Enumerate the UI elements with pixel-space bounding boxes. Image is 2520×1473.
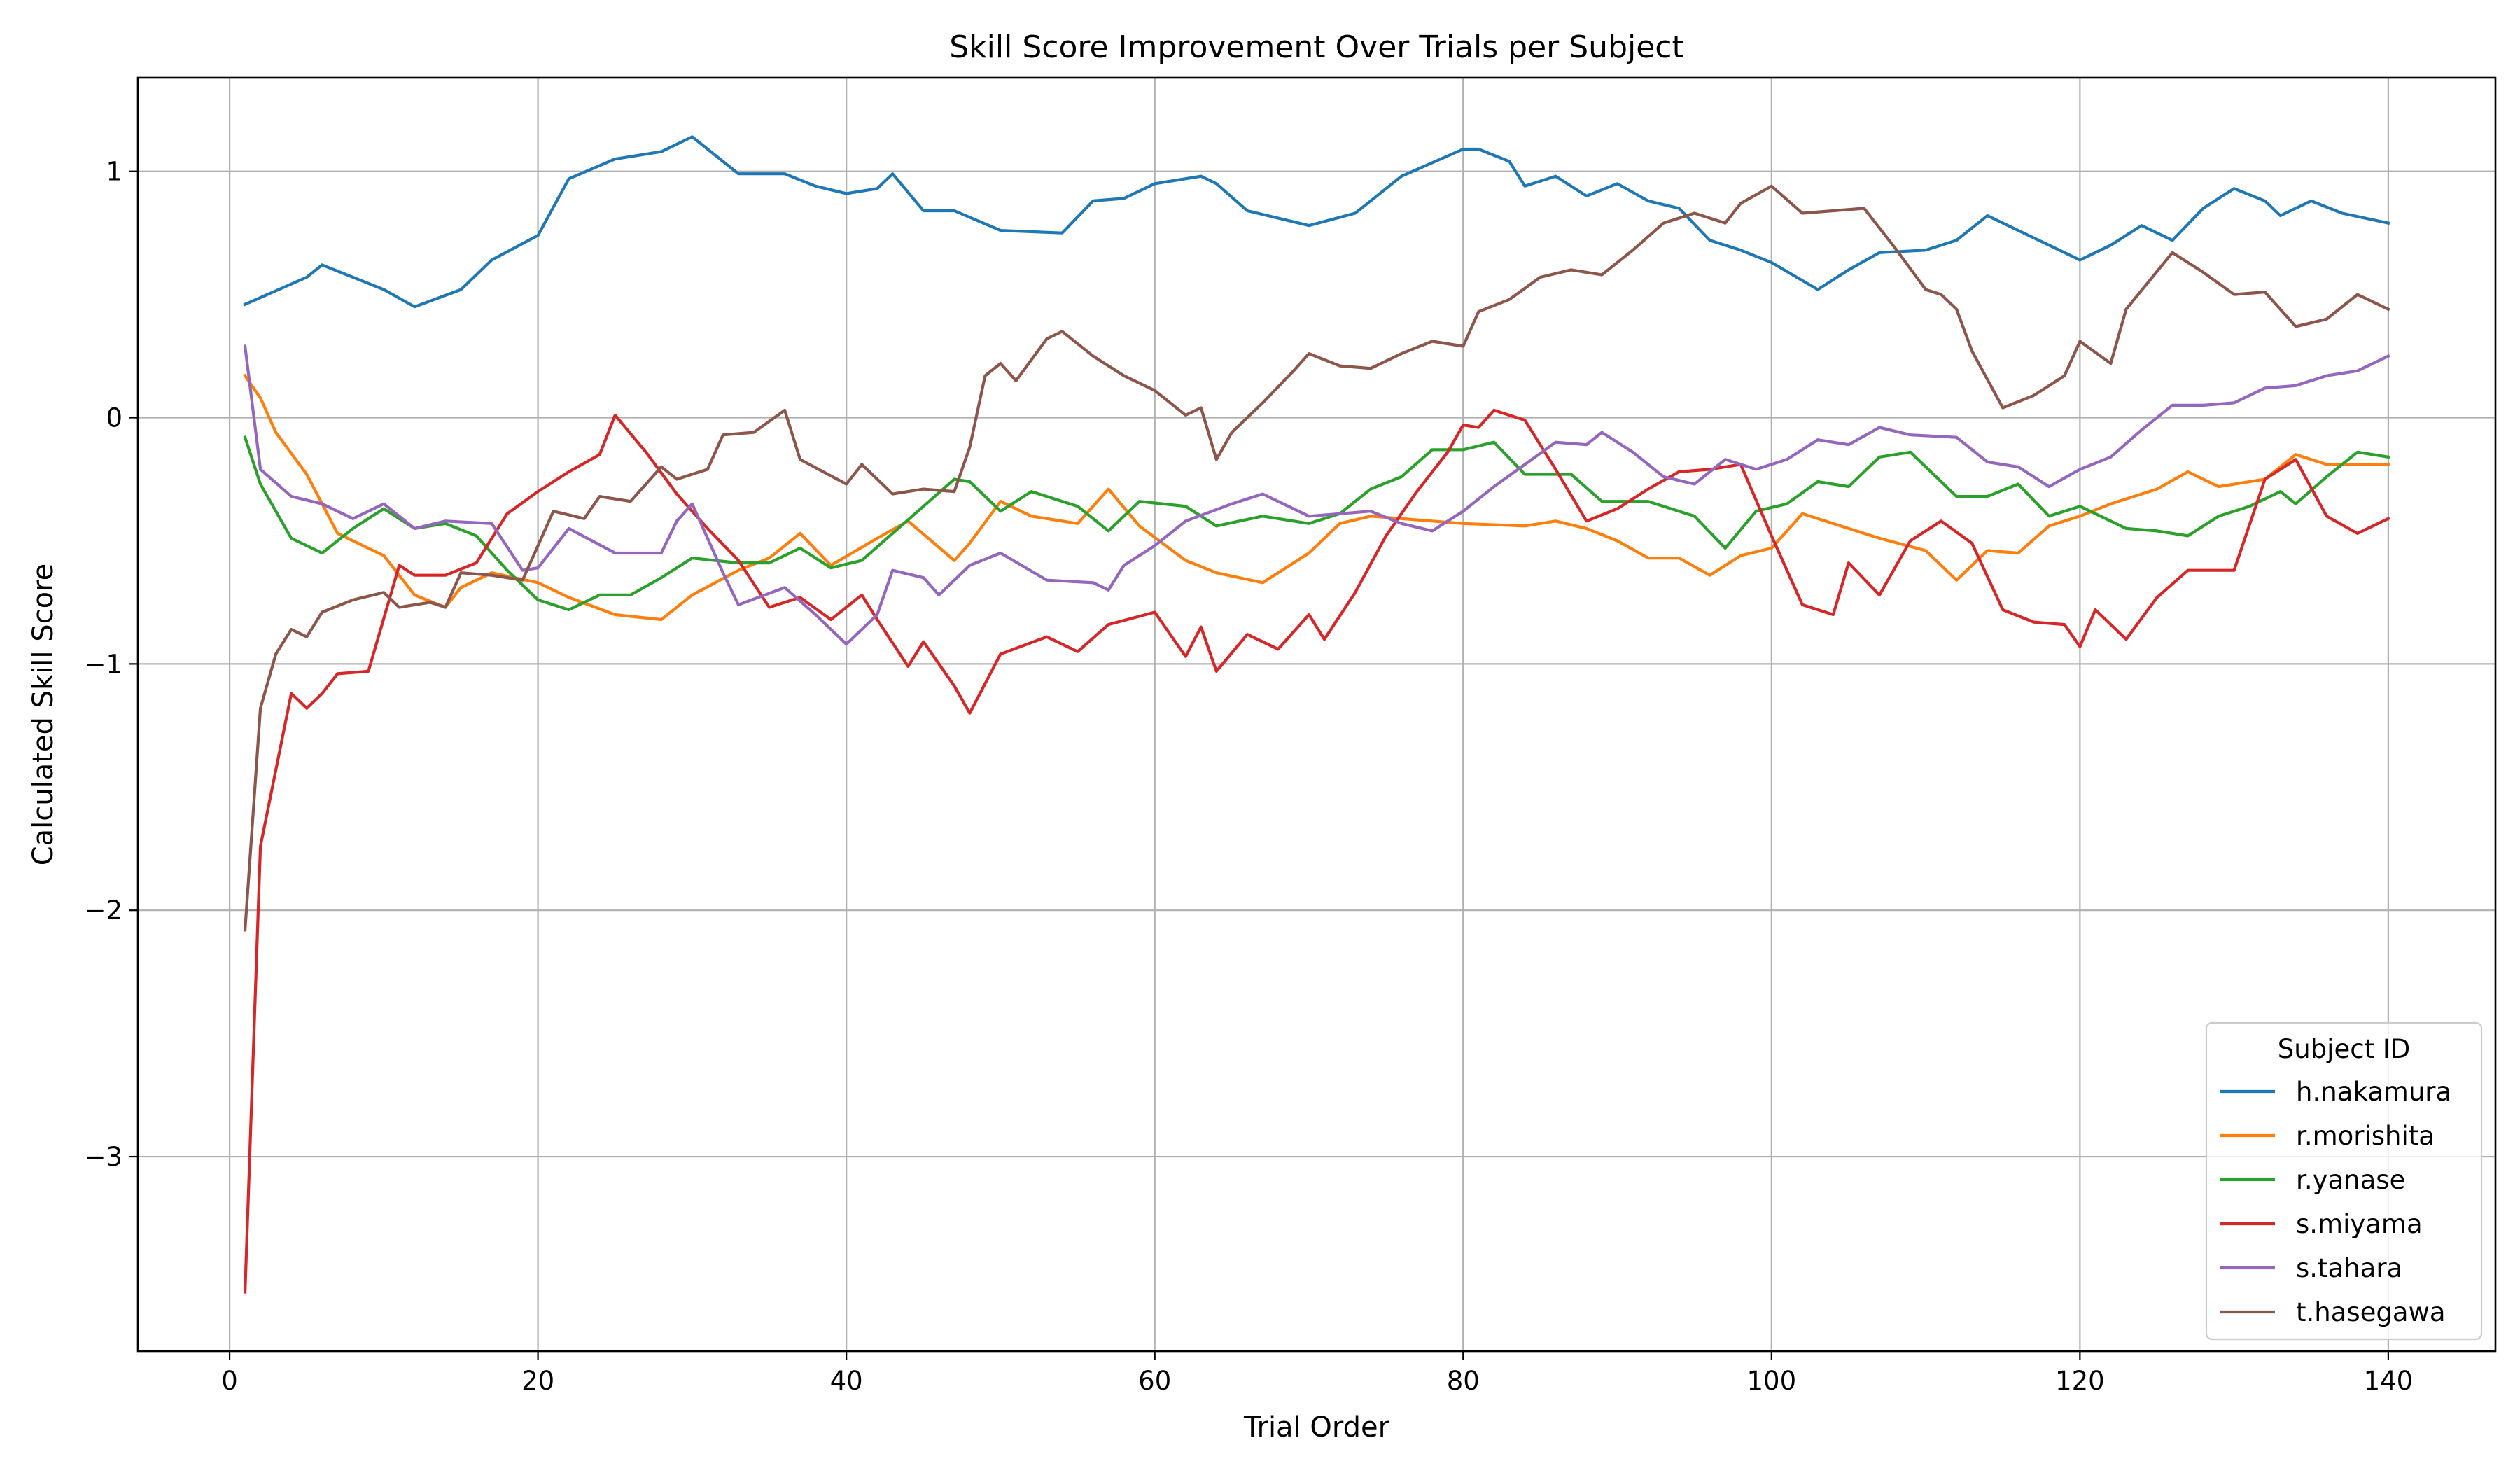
series-lines — [243, 135, 2390, 1294]
x-tick-label: 80 — [1447, 1366, 1480, 1396]
legend-label: r.yanase — [2296, 1165, 2405, 1195]
series-line-s-tahara — [243, 344, 2390, 646]
legend-label: s.tahara — [2296, 1253, 2402, 1283]
x-axis-label: Trial Order — [1243, 1411, 1390, 1444]
series-line-r-yanase — [243, 435, 2390, 612]
legend: Subject ID h.nakamura r.morishita r.yanase s… — [2205, 1021, 2483, 1341]
y-tick-label: −3 — [84, 1142, 122, 1172]
x-tick-label: 100 — [1746, 1366, 1796, 1396]
x-tick-label: 40 — [830, 1366, 863, 1396]
legend-label: s.miyama — [2296, 1209, 2423, 1239]
plot-frame — [136, 76, 2497, 1353]
legend-label: t.hasegawa — [2296, 1297, 2446, 1327]
x-tick-label: 120 — [2055, 1366, 2105, 1396]
legend-title: Subject ID — [2278, 1034, 2410, 1064]
x-tick-label: 0 — [221, 1366, 238, 1396]
chart-title: Skill Score Improvement Over Trials per … — [949, 29, 1684, 65]
y-tick-label: −2 — [84, 895, 122, 926]
legend-label: h.nakamura — [2296, 1077, 2451, 1107]
y-axis-label: Calculated Skill Score — [27, 564, 59, 866]
series-line-r-morishita — [243, 373, 2390, 622]
legend-label: r.morishita — [2296, 1121, 2435, 1151]
series-line-t-hasegawa — [243, 184, 2390, 932]
x-tick-label: 20 — [522, 1366, 554, 1396]
series-line-s-miyama — [243, 408, 2390, 1294]
x-tick-label: 60 — [1138, 1366, 1171, 1396]
x-tick-label: 140 — [2364, 1366, 2414, 1396]
axis-ticks: 0 20 40 60 80 100 120 140 −3 −2 −1 0 1 — [84, 157, 2413, 1396]
series-line-h-nakamura — [243, 135, 2390, 309]
y-tick-label: 0 — [106, 403, 122, 433]
legend-box — [2205, 1021, 2483, 1341]
y-tick-label: −1 — [84, 649, 122, 679]
grid-lines — [138, 78, 2496, 1351]
y-tick-label: 1 — [106, 157, 122, 187]
